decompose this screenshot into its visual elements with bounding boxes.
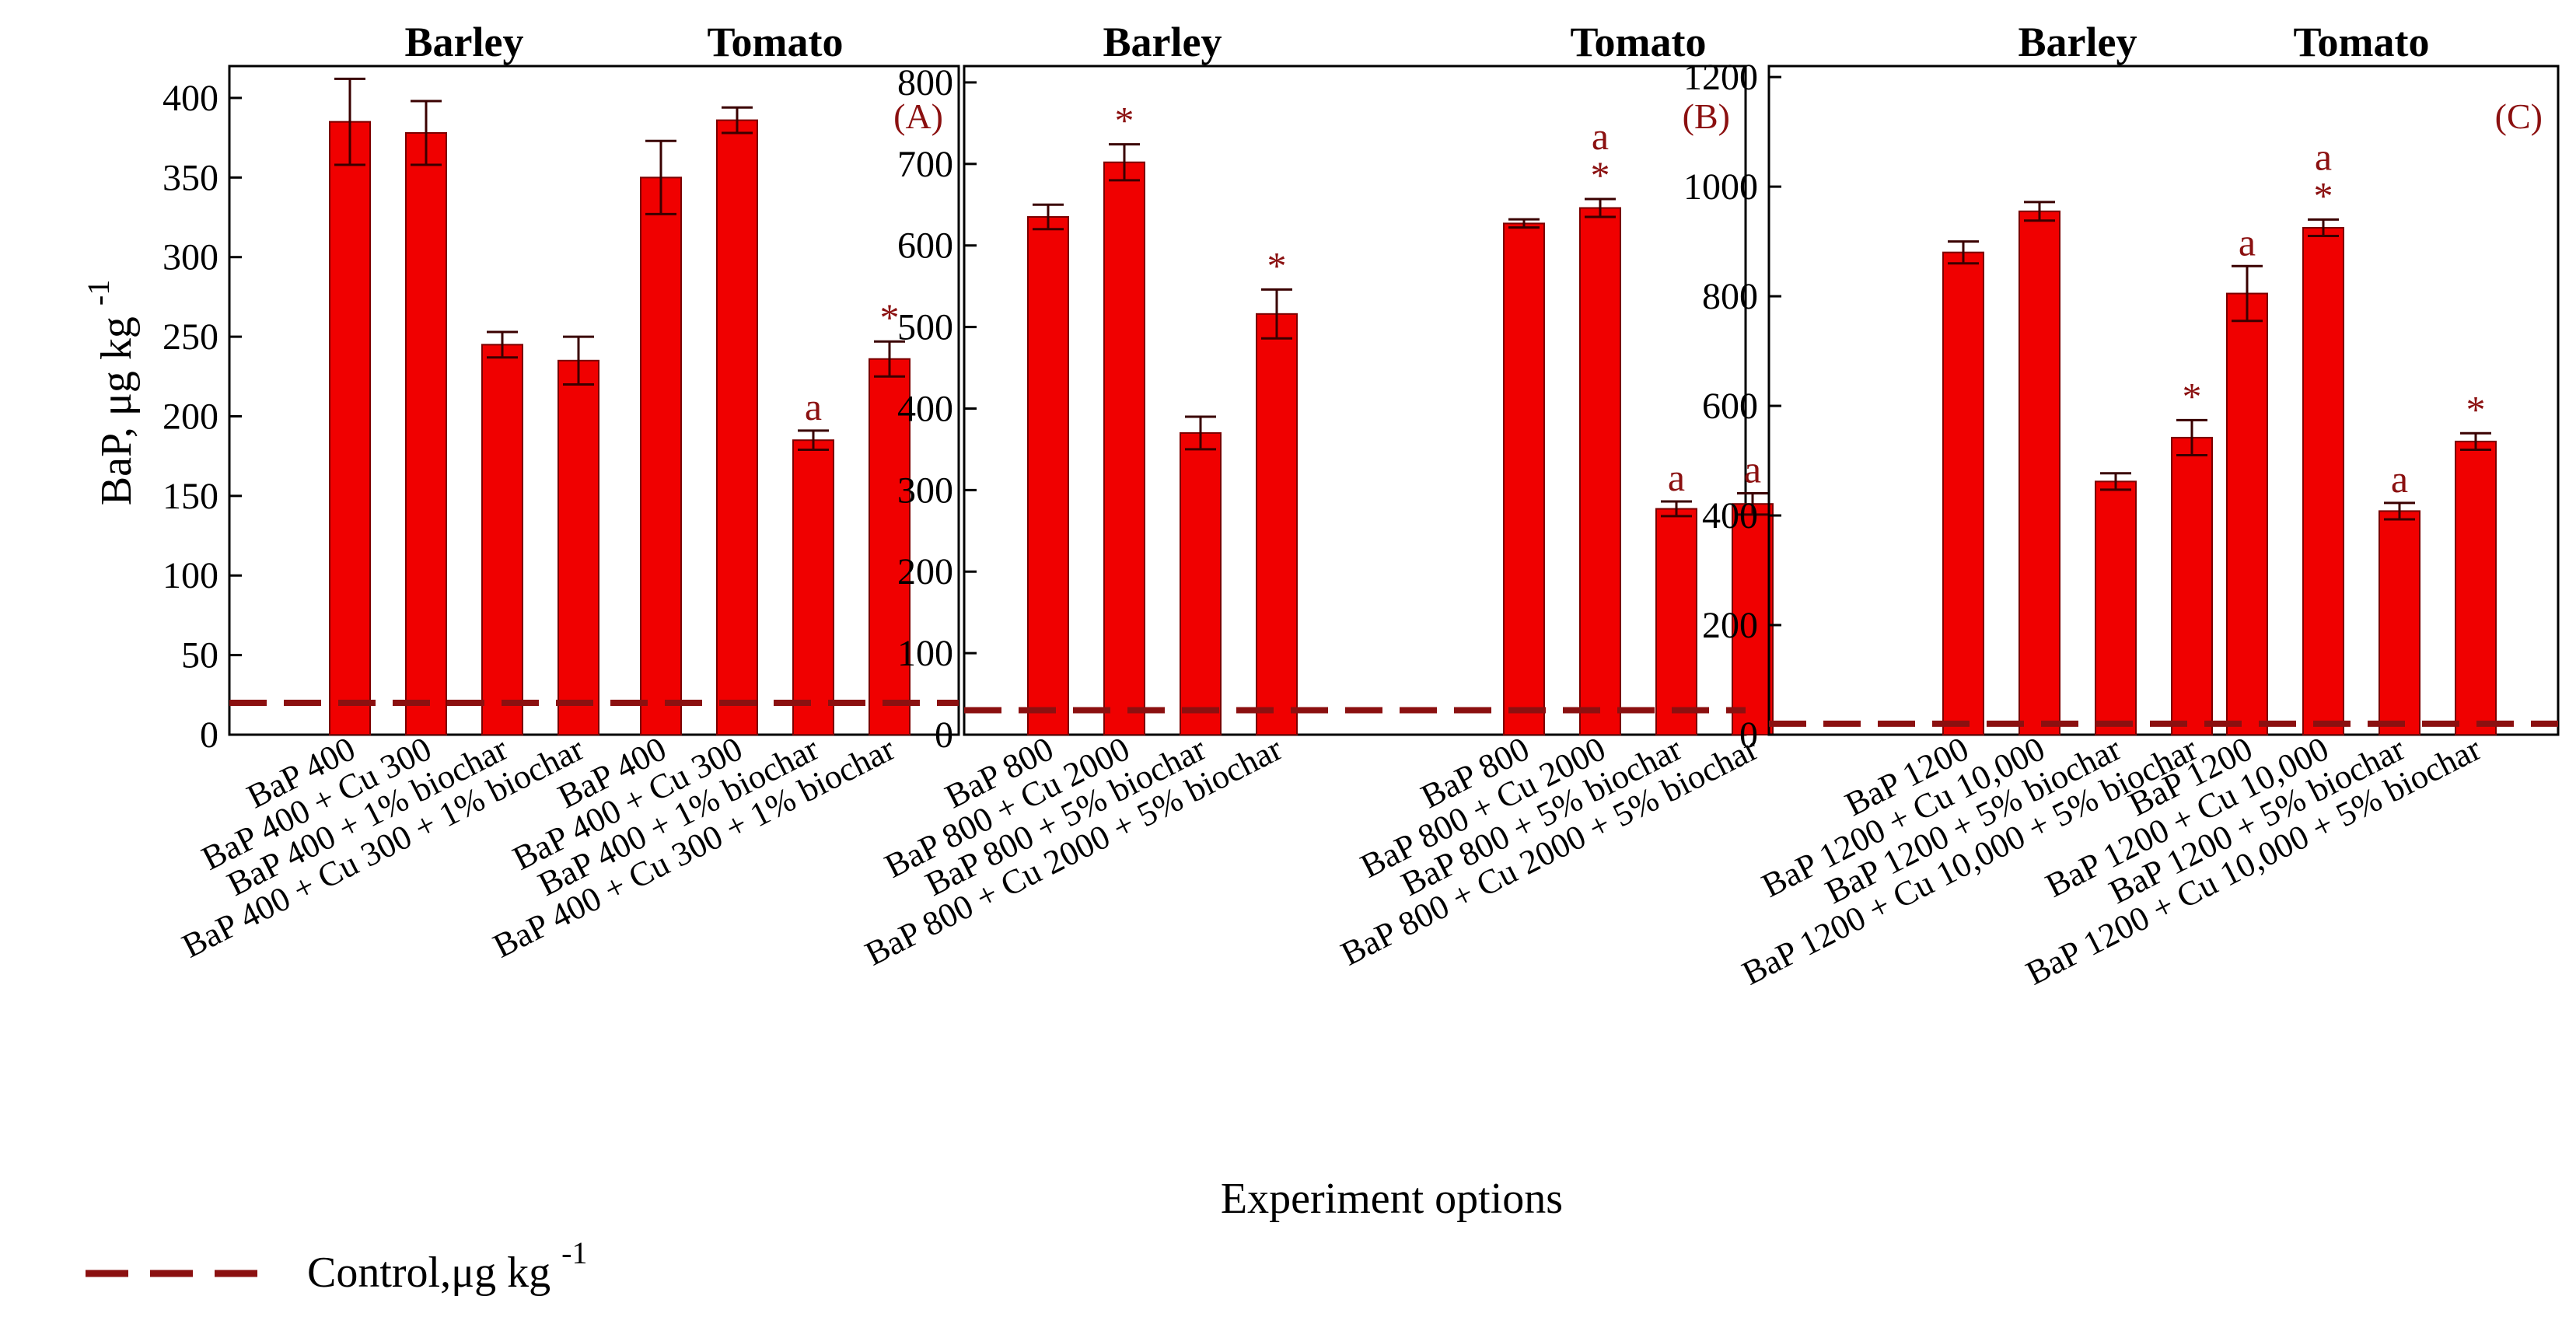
y-tick-label: 1000 xyxy=(1683,166,1758,208)
legend-control-exponent: -1 xyxy=(561,1235,587,1270)
y-axis-title-text: BaP, μg kg xyxy=(93,316,141,505)
y-tick-label: 0 xyxy=(1739,714,1758,756)
significance-letter: a xyxy=(1668,456,1685,499)
group-label-barley: Barley xyxy=(405,19,524,65)
y-tick-label: 200 xyxy=(1702,605,1758,646)
panel-tag: (C) xyxy=(2495,96,2543,136)
y-tick-label: 700 xyxy=(897,144,953,185)
y-tick-label: 400 xyxy=(163,78,218,119)
y-tick-label: 300 xyxy=(897,470,953,511)
significance-star: * xyxy=(1115,99,1134,142)
legend-control-label: Control,μg kg -1 xyxy=(307,1235,587,1297)
bar xyxy=(1027,216,1069,735)
bar xyxy=(2455,440,2497,735)
bar xyxy=(869,358,911,735)
significance-star: * xyxy=(880,295,900,339)
bar xyxy=(2019,210,2060,735)
significance-star: * xyxy=(2183,374,2202,417)
bar xyxy=(1579,207,1621,735)
bar xyxy=(1655,508,1697,735)
y-tick-label: 0 xyxy=(935,714,953,756)
panel-tag: (B) xyxy=(1683,96,1730,136)
y-tick-label: 150 xyxy=(163,476,218,517)
x-axis-title: Experiment options xyxy=(1221,1175,1563,1223)
y-axis-title-exponent: -1 xyxy=(81,280,116,306)
bar xyxy=(405,132,447,735)
panel-frame xyxy=(963,65,1747,736)
y-tick-label: 400 xyxy=(1702,495,1758,536)
bar xyxy=(716,119,758,736)
bar xyxy=(1942,251,1984,735)
group-label-barley: Barley xyxy=(1103,19,1222,65)
y-tick-label: 800 xyxy=(897,62,953,103)
y-tick-label: 600 xyxy=(897,225,953,267)
y-tick-label: 350 xyxy=(163,157,218,198)
y-axis-title: BaP, μg kg -1 xyxy=(81,280,141,506)
significance-star: * xyxy=(2314,173,2333,217)
group-label-tomato: Tomato xyxy=(1570,19,1706,65)
y-tick-label: 1200 xyxy=(1683,57,1758,98)
bar xyxy=(2226,292,2268,736)
bar xyxy=(481,344,523,735)
bar xyxy=(1732,503,1774,735)
group-label-barley: Barley xyxy=(2019,19,2137,65)
legend: Control,μg kg -1 xyxy=(86,1235,587,1297)
bar xyxy=(2302,226,2344,735)
significance-star: * xyxy=(1267,243,1287,287)
bar xyxy=(1180,431,1222,735)
significance-letter: a xyxy=(1592,114,1609,158)
bar xyxy=(1103,161,1145,735)
bar xyxy=(1256,313,1298,735)
y-tick-label: 200 xyxy=(163,396,218,437)
y-tick-label: 0 xyxy=(200,714,218,756)
y-tick-label: 200 xyxy=(897,551,953,592)
y-tick-label: 300 xyxy=(163,237,218,278)
bar xyxy=(2379,510,2420,735)
y-tick-label: 250 xyxy=(163,316,218,358)
significance-letter: a xyxy=(805,385,822,428)
bar xyxy=(557,359,599,735)
y-tick-label: 100 xyxy=(897,633,953,674)
bar xyxy=(329,121,371,735)
panel-frame xyxy=(1767,65,2560,736)
y-tick-label: 500 xyxy=(897,307,953,348)
significance-letter: a xyxy=(2391,457,2408,501)
y-tick-label: 600 xyxy=(1702,386,1758,427)
group-label-tomato: Tomato xyxy=(707,19,843,65)
bar xyxy=(2095,480,2137,735)
significance-letter: a xyxy=(2239,220,2256,264)
panel-tag: (A) xyxy=(893,96,943,136)
bar xyxy=(1503,222,1545,736)
y-tick-label: 50 xyxy=(181,635,218,676)
bar xyxy=(640,176,682,736)
significance-letter: a xyxy=(1744,448,1761,491)
y-tick-label: 400 xyxy=(897,388,953,429)
significance-star: * xyxy=(2466,387,2486,431)
y-tick-label: 800 xyxy=(1702,276,1758,317)
group-label-tomato: Tomato xyxy=(2293,19,2429,65)
bar xyxy=(2171,436,2213,736)
legend-control-text: Control,μg kg xyxy=(307,1249,551,1297)
bar xyxy=(792,439,834,735)
significance-star: * xyxy=(1591,153,1610,197)
significance-letter: a xyxy=(2315,134,2332,178)
y-tick-label: 100 xyxy=(163,555,218,596)
